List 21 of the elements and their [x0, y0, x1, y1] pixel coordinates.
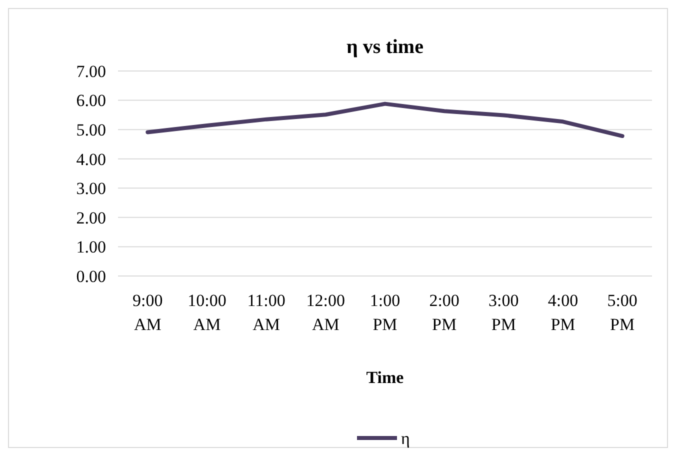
- x-tick-label: 2:00 PM: [429, 291, 460, 334]
- x-tick-label: 11:00 AM: [247, 291, 286, 334]
- line-series: [146, 102, 624, 138]
- x-axis-title: Time: [366, 368, 404, 387]
- x-tick-label: 9:00 AM: [132, 291, 163, 334]
- x-tick-label: 1:00 PM: [370, 291, 400, 334]
- x-tick-label: 10:00 AM: [188, 291, 226, 334]
- x-tick-label: 12:00 AM: [306, 291, 346, 334]
- y-tick-label: 1.00: [76, 238, 106, 257]
- y-tick-label: 2.00: [76, 208, 106, 228]
- x-tick-label: 3:00 PM: [488, 291, 519, 334]
- chart-title: η vs time: [346, 36, 424, 58]
- y-tick-label: 4.00: [76, 150, 106, 169]
- y-tick-label: 5.00: [76, 120, 106, 140]
- y-tick-label: 3.00: [76, 179, 106, 198]
- y-tick-label: 6.00: [76, 91, 106, 110]
- y-tick-label: 7.00: [76, 62, 106, 81]
- y-tick-label: 0.00: [76, 266, 106, 286]
- x-tick-label: 5:00 PM: [607, 291, 638, 334]
- x-tick-label: 4:00 PM: [548, 291, 578, 334]
- legend-label: η: [401, 428, 410, 448]
